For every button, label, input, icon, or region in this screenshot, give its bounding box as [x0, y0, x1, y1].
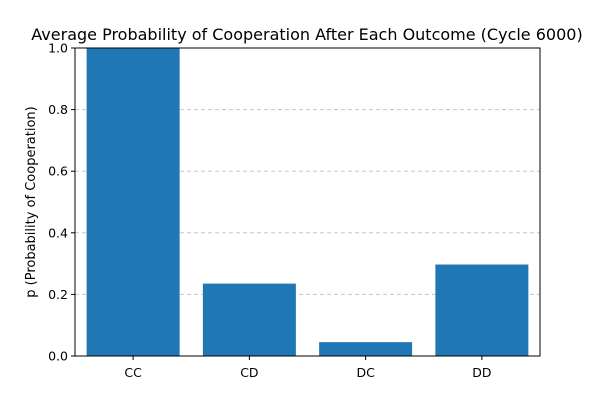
y-tick-label: 0.2: [48, 287, 68, 302]
x-tick-label: CD: [240, 365, 258, 380]
bar-cd: [202, 283, 296, 356]
chart-title: Average Probability of Cooperation After…: [31, 25, 582, 44]
y-axis-label: p (Probability of Cooperation): [24, 106, 39, 298]
x-tick-label: DD: [472, 365, 491, 380]
y-tick-label: 0.0: [48, 349, 68, 364]
bars: [86, 48, 529, 356]
plot-frame: [74, 47, 541, 357]
x-axis-ticks: CC CD DC DD: [124, 356, 492, 380]
bar-dd: [435, 264, 529, 356]
y-tick-label: 0.8: [48, 102, 68, 117]
bar-dc: [319, 342, 413, 356]
bar-cc: [86, 48, 180, 356]
y-tick-label: 0.4: [48, 225, 68, 240]
y-tick-label: 0.6: [48, 164, 68, 179]
x-tick-label: DC: [356, 365, 375, 380]
y-axis-ticks: 0.0 0.2 0.4 0.6 0.8 1.0: [48, 41, 75, 364]
y-tick-label: 1.0: [48, 41, 68, 56]
x-tick-label: CC: [124, 365, 142, 380]
